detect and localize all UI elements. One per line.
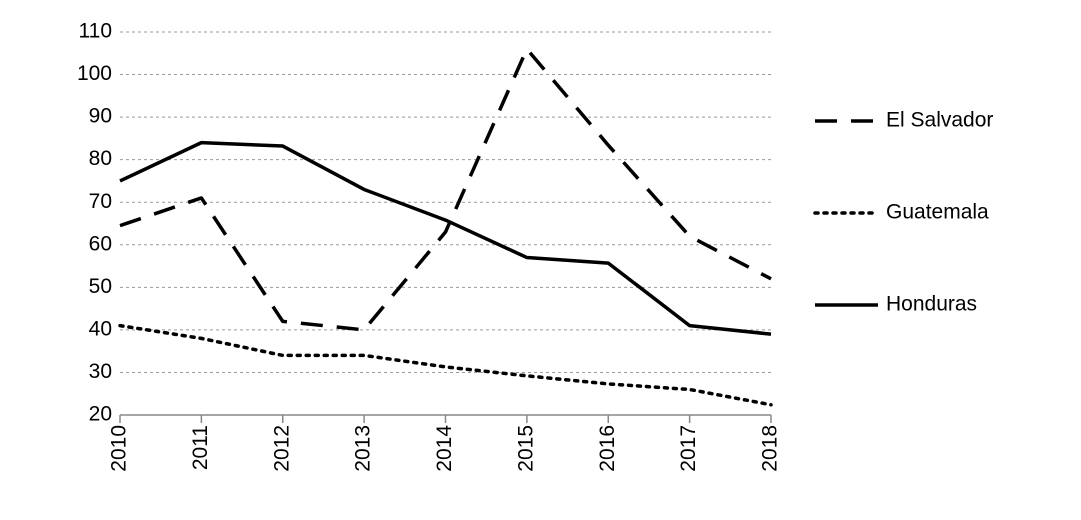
y-tick-label: 50 — [89, 275, 112, 298]
y-tick-label: 90 — [89, 105, 112, 128]
x-tick-label: 2015 — [514, 425, 537, 472]
series-line — [119, 47, 772, 332]
legend-label: Honduras — [886, 293, 977, 316]
x-tick-label: 2013 — [352, 425, 375, 472]
y-tick-label: 60 — [89, 232, 112, 255]
x-tick-label: 2018 — [759, 425, 782, 472]
series-line — [119, 140, 772, 336]
series-line — [118, 323, 773, 407]
y-tick-label: 70 — [89, 190, 112, 213]
x-tick-label: 2010 — [108, 425, 131, 472]
y-tick-label: 40 — [89, 317, 112, 340]
x-tick-label: 2014 — [433, 425, 456, 472]
y-tick-label: 110 — [79, 20, 112, 43]
x-tick-label: 2012 — [270, 425, 293, 472]
x-tick-label: 2016 — [596, 425, 619, 472]
y-tick-label: 80 — [89, 147, 112, 170]
legend-label: Guatemala — [886, 201, 989, 224]
y-tick-label: 20 — [89, 403, 112, 426]
legend-label: El Salvador — [886, 109, 993, 132]
y-tick-label: 30 — [89, 360, 112, 383]
x-tick-label: 2017 — [677, 425, 700, 472]
x-tick-label: 2011 — [189, 425, 212, 470]
y-tick-label: 100 — [77, 62, 112, 85]
